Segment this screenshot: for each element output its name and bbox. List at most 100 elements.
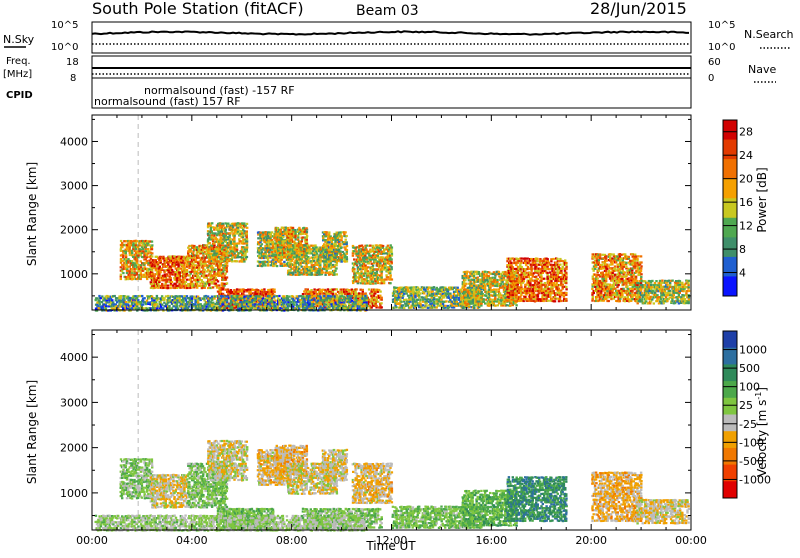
power-echo-cell xyxy=(418,296,420,298)
power-echo-cell xyxy=(288,245,290,247)
power-echo-cell xyxy=(269,257,271,259)
power-echo-cell xyxy=(320,254,322,256)
power-echo-cell xyxy=(223,254,225,256)
power-echo-cell xyxy=(170,279,172,281)
power-echo-cell xyxy=(396,299,398,301)
power-echo-cell xyxy=(385,265,387,267)
power-echo-cell xyxy=(366,245,368,247)
power-echo-cell xyxy=(409,301,411,303)
power-echo-cell xyxy=(142,250,144,252)
power-echo-cell xyxy=(215,254,217,256)
power-echo-cell xyxy=(243,230,245,232)
noise-tick-right-bottom: 10^0 xyxy=(708,42,735,53)
power-echo-cell xyxy=(133,270,135,272)
power-echo-cell xyxy=(135,248,137,250)
power-echo-cell xyxy=(511,276,513,278)
power-echo-cell xyxy=(339,243,341,245)
power-echo-cell xyxy=(164,273,166,275)
power-echo-cell xyxy=(357,280,359,282)
power-echo-cell xyxy=(372,249,374,251)
power-echo-cell xyxy=(147,248,149,250)
power-echo-cell xyxy=(241,248,243,250)
power-echo-cell xyxy=(335,264,337,266)
power-echo-cell xyxy=(143,274,145,276)
power-echo-cell xyxy=(267,235,269,237)
power-echo-cell xyxy=(273,291,275,293)
power-echo-cell xyxy=(325,233,327,235)
power-echo-cell xyxy=(294,249,296,251)
power-echo-cell xyxy=(427,298,429,300)
power-echo-cell xyxy=(390,266,392,268)
power-echo-cell xyxy=(246,246,248,248)
power-echo-cell xyxy=(514,276,516,278)
power-echo-cell xyxy=(150,281,152,283)
power-echo-cell xyxy=(513,272,515,274)
power-echo-cell xyxy=(377,255,379,257)
power-echo-cell xyxy=(140,278,142,280)
power-echo-cell xyxy=(419,299,421,301)
power-echo-cell xyxy=(425,305,427,307)
power-echo-cell xyxy=(478,271,480,273)
power-echo-cell xyxy=(267,264,269,266)
power-echo-cell xyxy=(227,223,229,225)
power-echo-cell xyxy=(345,239,347,241)
power-echo-cell xyxy=(173,255,175,257)
power-echo-cell xyxy=(155,286,157,288)
power-echo-cell xyxy=(218,252,220,254)
power-echo-cell xyxy=(129,266,131,268)
power-echo-cell xyxy=(181,286,183,288)
power-echo-cell xyxy=(422,307,424,309)
power-echo-cell xyxy=(268,245,270,247)
power-echo-cell xyxy=(515,264,517,266)
nave-label: Nave xyxy=(748,63,776,76)
power-echo-cell xyxy=(155,267,157,269)
power-echo-cell xyxy=(204,261,206,263)
power-echo-cell xyxy=(211,222,213,224)
power-echo-cell xyxy=(417,287,419,289)
power-echo-cell xyxy=(512,270,514,272)
power-echo-cell xyxy=(391,246,393,248)
power-echo-cell xyxy=(307,288,309,290)
power-echo-cell xyxy=(372,265,374,267)
power-echo-cell xyxy=(353,258,355,260)
power-echo-cell xyxy=(283,244,285,246)
power-echo-cell xyxy=(333,274,335,276)
power-echo-cell xyxy=(328,234,330,236)
power-echo-cell xyxy=(527,288,529,290)
power-echo-cell xyxy=(385,278,387,280)
power-echo-cell xyxy=(364,255,366,257)
power-echo-cell xyxy=(221,276,223,278)
power-echo-cell xyxy=(512,278,514,280)
power-echo-cell xyxy=(226,248,228,250)
power-echo-cell xyxy=(402,297,404,299)
power-echo-cell xyxy=(227,288,229,290)
power-echo-cell xyxy=(213,259,215,261)
power-echo-cell xyxy=(217,271,219,273)
power-echo-cell xyxy=(357,266,359,268)
power-echo-cell xyxy=(358,278,360,280)
power-echo-cell xyxy=(216,284,218,286)
power-echo-cell xyxy=(346,260,348,262)
power-echo-cell xyxy=(448,297,450,299)
power-echo-cell xyxy=(359,268,361,270)
power-echo-cell xyxy=(167,285,169,287)
power-echo-cell xyxy=(372,245,374,247)
power-echo-cell xyxy=(475,284,477,286)
power-echo-cell xyxy=(238,238,240,240)
nave-tick-top: 60 xyxy=(708,57,721,68)
power-echo-cell xyxy=(217,280,219,282)
power-echo-cell xyxy=(274,259,276,261)
power-echo-cell xyxy=(280,229,282,231)
power-echo-cell xyxy=(242,288,244,290)
power-echo-cell xyxy=(166,273,168,275)
power-echo-cell xyxy=(368,262,370,264)
power-echo-cell xyxy=(192,277,194,279)
cpid-line-2: normalsound (fast) 157 RF xyxy=(94,95,241,108)
power-echo-cell xyxy=(389,282,391,284)
power-echo-cell xyxy=(242,238,244,240)
power-echo-cell xyxy=(217,230,219,232)
power-echo-cell xyxy=(377,274,379,276)
power-echo-cell xyxy=(511,266,513,268)
power-echo-cell xyxy=(265,253,267,255)
power-echo-cell xyxy=(218,272,220,274)
